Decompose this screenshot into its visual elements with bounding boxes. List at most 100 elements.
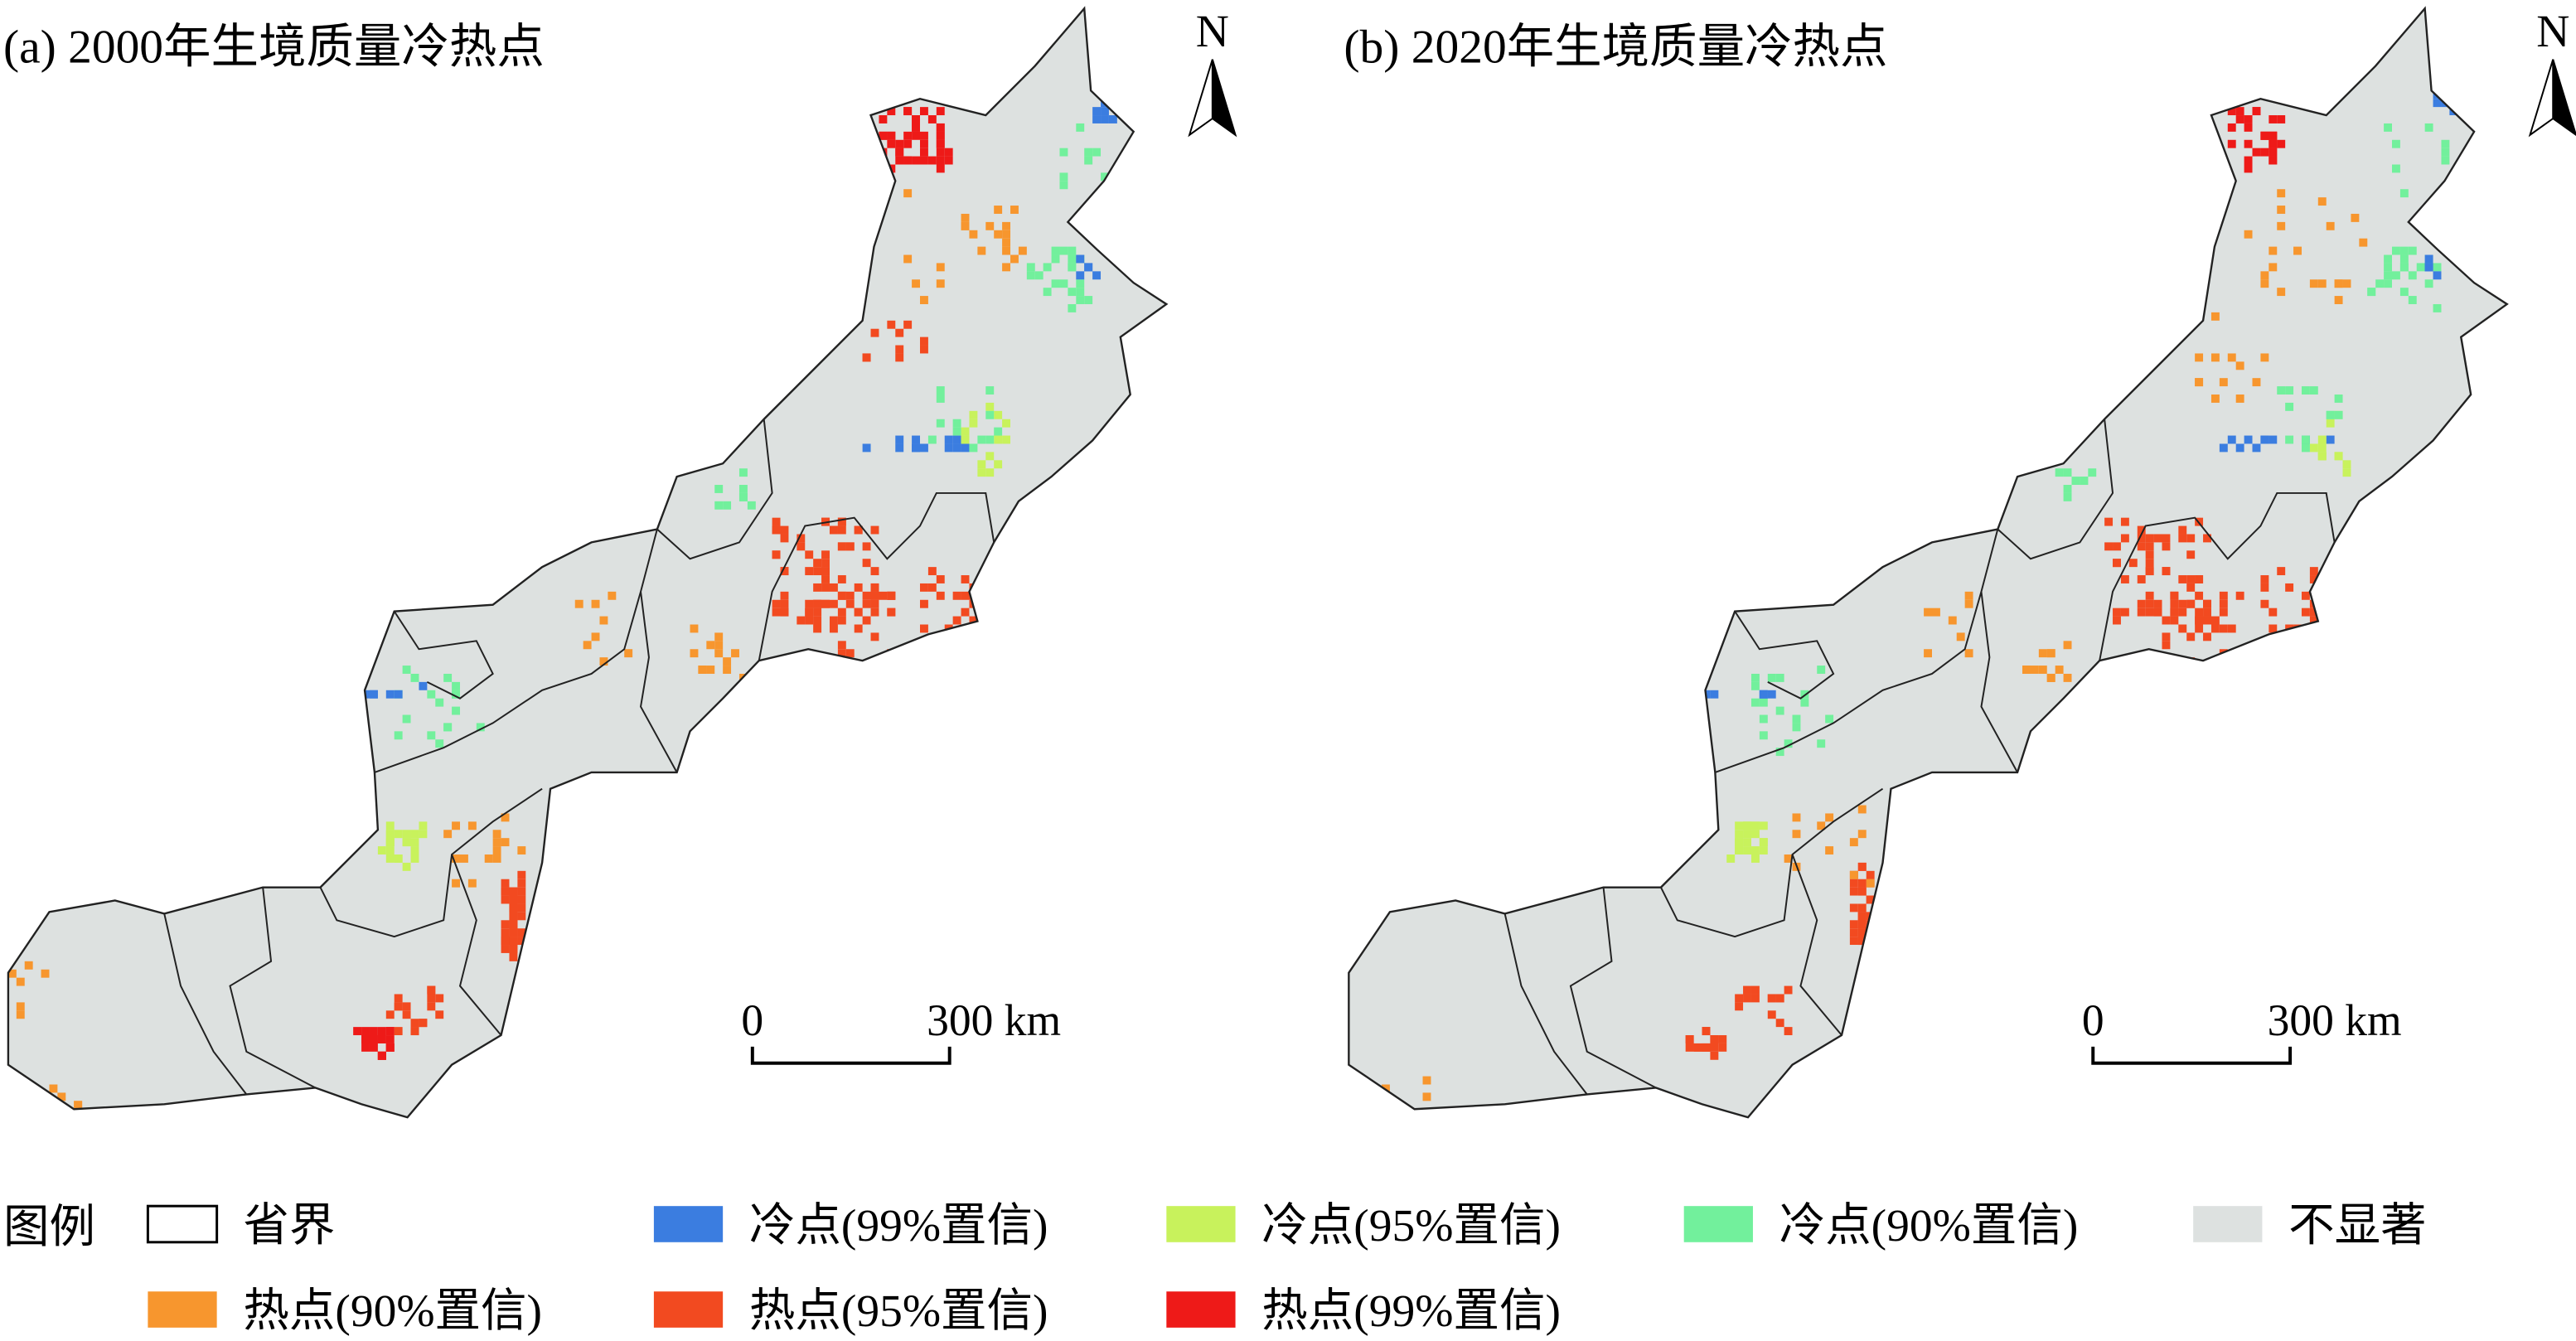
hotspot-cell	[1759, 846, 1768, 854]
hotspot-cell	[452, 706, 460, 715]
hotspot-cell	[772, 517, 781, 526]
province-border	[2099, 491, 2336, 661]
hotspot-cell	[517, 928, 526, 937]
hotspot-cell	[443, 673, 453, 682]
hotspot-cell	[385, 854, 395, 863]
hotspot-cell	[738, 681, 748, 690]
hotspot-cell	[2367, 288, 2376, 297]
hotspot-cell	[2252, 107, 2261, 116]
hotspot-cell	[2392, 271, 2400, 280]
hotspot-cell	[1849, 928, 1858, 937]
hotspot-cell	[2252, 378, 2261, 387]
hotspot-cell	[2399, 189, 2409, 198]
hotspot-cell	[377, 1051, 386, 1060]
hotspot-cell	[2162, 567, 2171, 576]
hotspot-cell	[2285, 435, 2294, 444]
hotspot-cell	[1857, 887, 1867, 896]
hotspot-cell	[1718, 1035, 1727, 1043]
hotspot-cell	[2055, 666, 2064, 674]
hotspot-cell	[2326, 435, 2335, 444]
hotspot-cell	[829, 583, 838, 592]
hotspot-cell	[969, 230, 978, 239]
hotspot-cell	[377, 1027, 386, 1036]
hotspot-cell	[509, 937, 518, 946]
hotspot-cell	[731, 649, 739, 658]
hotspot-cell	[1784, 985, 1793, 995]
hotspot-cell	[501, 895, 510, 904]
hotspot-cell	[1002, 419, 1011, 428]
hotspot-cell	[854, 608, 863, 617]
hotspot-cell	[862, 542, 871, 551]
hotspot-cell	[2252, 443, 2261, 453]
hotspot-cell	[797, 542, 806, 551]
hotspot-cell	[2301, 591, 2310, 600]
hotspot-cell	[385, 690, 395, 699]
hotspot-cell	[969, 616, 978, 625]
province-border	[1980, 591, 2018, 773]
hotspot-cell	[912, 443, 920, 453]
hotspot-cell	[2399, 246, 2409, 255]
hotspot-cell	[2309, 567, 2318, 576]
hotspot-cell	[1710, 1051, 1719, 1060]
hotspot-cell	[870, 599, 879, 608]
legend-swatch	[1166, 1291, 1236, 1328]
hotspot-cell	[1002, 246, 1011, 255]
hotspot-cell	[944, 148, 953, 157]
hotspot-cell	[501, 937, 510, 946]
hotspot-cell	[837, 666, 846, 674]
hotspot-cells	[7, 99, 1117, 1110]
hotspot-cell	[1866, 870, 1875, 879]
hotspot-cell	[16, 1010, 25, 1019]
hotspot-cell	[845, 591, 855, 600]
north-arrow	[1211, 59, 1237, 138]
hotspot-cell	[977, 468, 986, 477]
hotspot-cell	[1964, 649, 1973, 658]
hotspot-cell	[1026, 263, 1035, 272]
province-border	[1734, 611, 1835, 700]
hotspot-cell	[599, 657, 608, 666]
hotspot-cell	[2433, 271, 2442, 280]
hotspot-cell	[1792, 830, 1801, 839]
hotspot-cell	[402, 1002, 411, 1011]
hotspot-cell	[1092, 271, 1102, 280]
hotspot-cell	[501, 879, 510, 888]
hotspot-cell	[1010, 206, 1019, 214]
province-border	[319, 787, 543, 938]
hotspot-cell	[723, 657, 732, 666]
hotspot-cell	[2120, 608, 2129, 617]
scale-start: 0	[741, 995, 763, 1045]
hotspot-cell	[2260, 353, 2269, 362]
hotspot-cell	[2269, 139, 2278, 148]
hotspot-cell	[920, 443, 928, 453]
hotspot-cell	[2269, 263, 2278, 272]
hotspot-cell	[895, 353, 904, 362]
hotspot-cell	[2309, 386, 2318, 395]
hotspot-cell	[2063, 485, 2072, 493]
hotspot-cell	[1076, 123, 1085, 132]
hotspot-cell	[2384, 123, 2392, 132]
province-border	[1791, 854, 1842, 1036]
north-arrow	[2552, 59, 2576, 137]
hotspot-cell	[2399, 263, 2409, 272]
hotspot-cell	[394, 690, 403, 699]
hotspot-cell	[1750, 698, 1760, 707]
hotspot-cell	[903, 139, 913, 148]
hotspot-cell	[2104, 517, 2114, 526]
hotspot-cell	[961, 608, 970, 617]
hotspot-cell	[961, 427, 970, 436]
hotspot-cell	[1767, 994, 1776, 1003]
hotspot-cell	[2195, 591, 2204, 600]
hotspot-cell	[1849, 870, 1858, 879]
hotspot-cell	[912, 279, 920, 288]
hotspot-cell	[862, 353, 871, 362]
hotspot-cell	[377, 846, 386, 854]
hotspot-cell	[2441, 139, 2450, 148]
hotspot-cell	[2309, 575, 2318, 583]
hotspot-cell	[1792, 723, 1801, 732]
hotspot-cell	[2416, 263, 2425, 272]
province-border	[1503, 913, 1588, 1095]
hotspot-cell	[985, 410, 995, 419]
hotspot-cell	[2227, 624, 2236, 633]
hotspot-cell	[2195, 608, 2204, 617]
hotspot-cell	[492, 854, 501, 863]
